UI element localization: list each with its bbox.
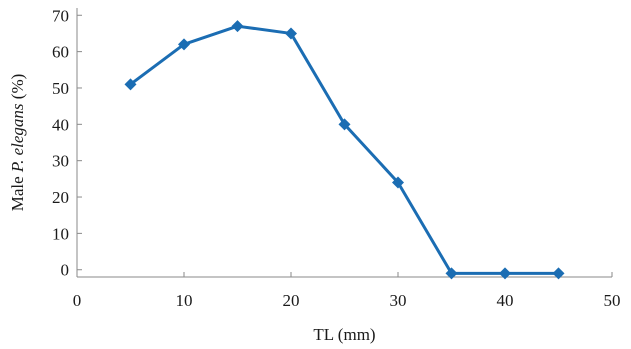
- axes: 0 10 20 30 40 50 0 10 20 30 40 50 60 70: [52, 6, 621, 310]
- data-point-marker: [178, 38, 190, 51]
- y-axis-title-part: P. elegans: [8, 103, 27, 173]
- x-tick-label: 50: [604, 291, 621, 310]
- y-tick-label: 10: [52, 224, 69, 243]
- data-point-marker: [499, 267, 511, 280]
- data-point-marker: [231, 20, 244, 33]
- y-tick-label: 40: [52, 115, 69, 134]
- data-point-marker: [392, 176, 404, 189]
- x-tick-label: 30: [390, 291, 407, 310]
- x-tick-label: 0: [73, 291, 82, 310]
- y-tick-label: 70: [52, 6, 69, 25]
- data-point-marker: [285, 27, 297, 40]
- data-point-marker: [124, 78, 137, 91]
- y-tick-label: 20: [52, 188, 69, 207]
- y-tick-label: 60: [52, 43, 69, 62]
- y-tick-label: 30: [52, 152, 69, 171]
- y-tick-label: 0: [61, 261, 70, 280]
- x-tick-label: 10: [176, 291, 193, 310]
- y-axis-title-part: (%): [8, 74, 27, 104]
- data-point-marker: [445, 267, 458, 280]
- series-layer: [124, 20, 565, 280]
- x-tick-label: 20: [283, 291, 300, 310]
- y-axis-title-part: Male: [8, 172, 27, 211]
- x-axis-title: TL (mm): [313, 325, 375, 344]
- y-tick-label: 50: [52, 79, 69, 98]
- data-point-marker: [338, 118, 351, 131]
- axis-labels: TL (mm) Male P. elegans (%): [8, 74, 376, 344]
- data-point-marker: [552, 267, 565, 280]
- y-axis-title: Male P. elegans (%): [8, 74, 27, 212]
- x-tick-label: 40: [497, 291, 514, 310]
- series-line: [129, 24, 559, 275]
